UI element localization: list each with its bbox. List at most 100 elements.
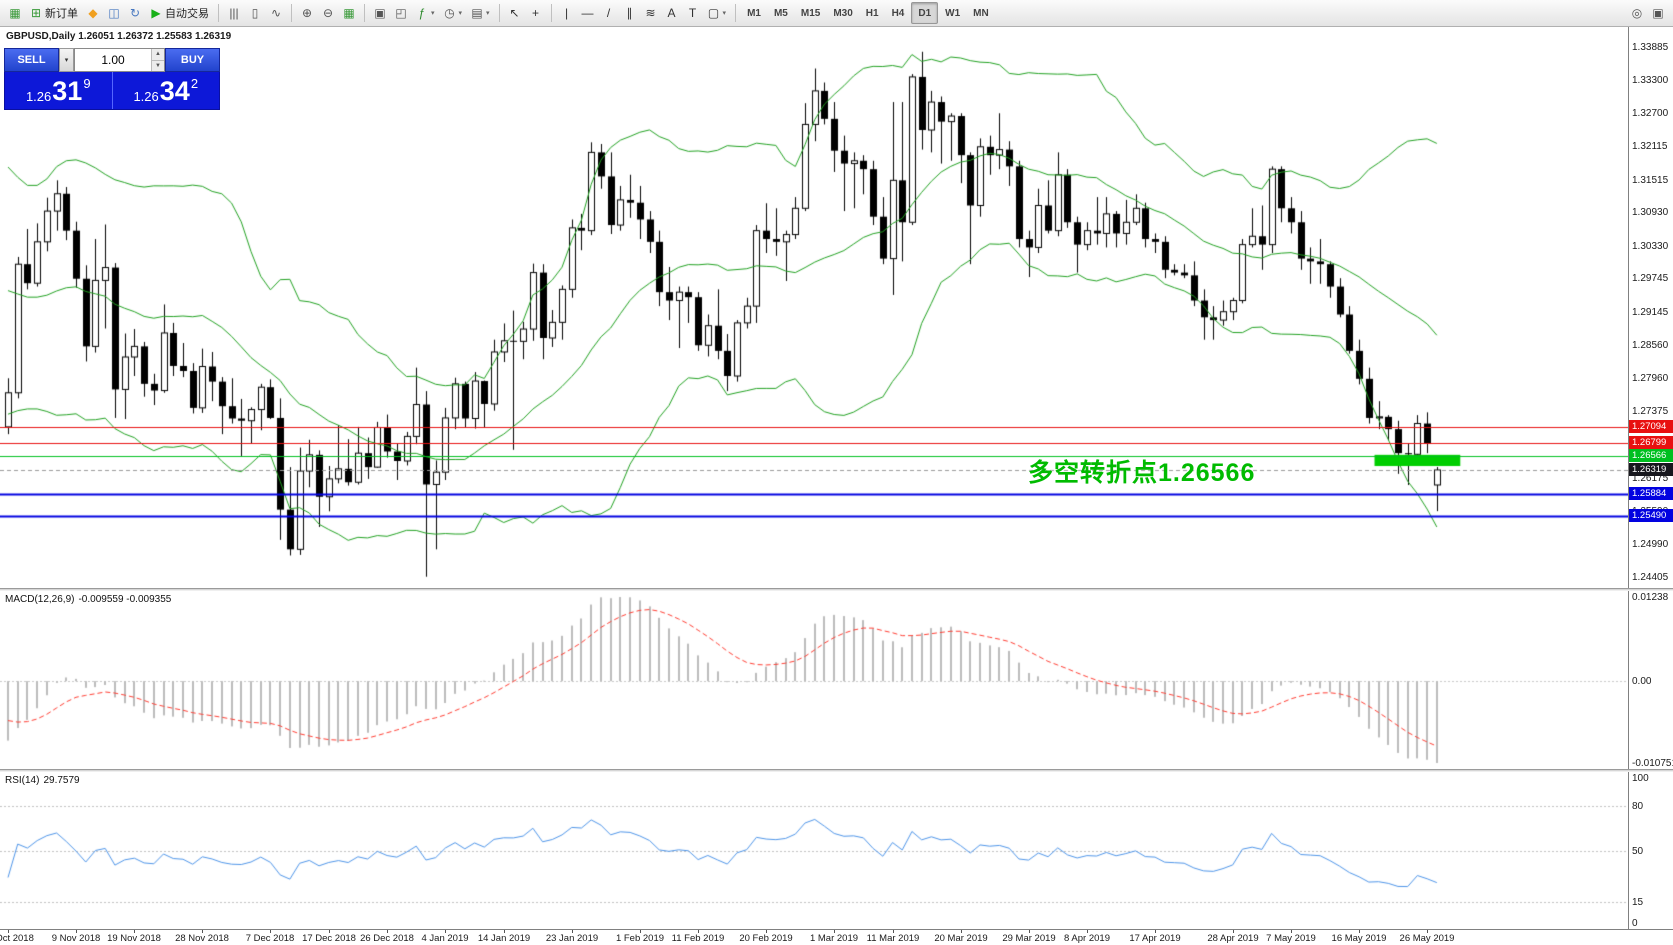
- price-tick-label: 1.27960: [1632, 373, 1669, 385]
- terminal-icon: ▦: [9, 6, 21, 20]
- auto-trading-button[interactable]: ▶ 自动交易: [146, 2, 213, 24]
- templates-button[interactable]: ▤ ▾: [467, 2, 494, 24]
- sell-price-display[interactable]: 1.26 31 9: [5, 72, 112, 109]
- tf-m5[interactable]: M5: [768, 2, 794, 24]
- tf-m30[interactable]: M30: [827, 2, 858, 24]
- zoom-in-icon[interactable]: ⊕: [297, 2, 317, 24]
- cursor-icon: ↖: [509, 6, 520, 20]
- rsi-tick-label: 50: [1632, 845, 1644, 857]
- buy-price-display[interactable]: 1.26 34 2: [113, 72, 220, 109]
- time-tick-label: 23 Jan 2019: [545, 933, 599, 944]
- macd-axis[interactable]: 0.01238 0.00 -0.010751: [1628, 591, 1673, 769]
- tf-h4[interactable]: H4: [886, 2, 911, 24]
- fibonacci-icon[interactable]: ≋: [641, 2, 661, 24]
- tf-d1[interactable]: D1: [911, 2, 939, 24]
- pivot-point-annotation[interactable]: 多空转折点1.26566: [1028, 459, 1256, 487]
- candlestick-chart-icon[interactable]: ▯: [245, 2, 265, 24]
- time-tick: [1155, 930, 1156, 933]
- tf-mn[interactable]: MN: [967, 2, 995, 24]
- tf-mn-label: MN: [973, 7, 989, 19]
- time-tick: [1029, 930, 1030, 933]
- rsi-value: 29.7579: [43, 775, 80, 786]
- volume-down-button[interactable]: ▼: [152, 60, 164, 71]
- rsi-canvas[interactable]: [0, 772, 1628, 929]
- vertical-line-icon[interactable]: |: [557, 2, 577, 24]
- trendline-icon[interactable]: /: [599, 2, 619, 24]
- macd-tick-label: 0.01238: [1632, 592, 1669, 603]
- crosshair-icon[interactable]: +: [526, 2, 546, 24]
- tf-m1[interactable]: M1: [741, 2, 767, 24]
- terminal-icon[interactable]: ▦: [5, 2, 25, 24]
- cascade-windows-icon[interactable]: ◰: [391, 2, 411, 24]
- chevron-down-icon: ▾: [722, 10, 727, 17]
- toolbar-separator: [735, 4, 737, 22]
- grid-icon: ▦: [343, 6, 355, 20]
- macd-canvas[interactable]: [0, 591, 1628, 769]
- templates-icon: ▤: [471, 6, 483, 20]
- time-tick-label: 11 Feb 2019: [671, 933, 725, 944]
- sell-price-point: 9: [83, 76, 91, 91]
- tf-h1-label: H1: [865, 7, 879, 19]
- toolbar-separator: [498, 4, 500, 22]
- price-tick-label: 1.29145: [1632, 307, 1669, 318]
- periods-button[interactable]: ◷ ▾: [440, 2, 467, 24]
- time-tick: [698, 930, 699, 933]
- label-icon[interactable]: T: [683, 2, 703, 24]
- periods-icon: ◷: [444, 6, 455, 20]
- tile-windows-icon[interactable]: ▣: [370, 2, 390, 24]
- volume-up-button[interactable]: ▲: [152, 49, 164, 61]
- time-tick: [961, 930, 962, 933]
- channel-icon[interactable]: ∥: [620, 2, 640, 24]
- panel-toggle-icon: ▣: [1652, 6, 1664, 20]
- price-axis[interactable]: 1.33885 1.33300 1.32700 1.32115 1.31515 1.309…: [1628, 27, 1673, 588]
- tf-h1[interactable]: H1: [860, 2, 885, 24]
- line-chart-icon: ∿: [270, 6, 282, 20]
- time-tick-label: 26 May 2019: [1399, 933, 1455, 944]
- price-tick-label: 1.29745: [1632, 273, 1669, 285]
- bars-chart-icon: |||: [229, 6, 239, 20]
- channel-icon: ∥: [626, 6, 633, 20]
- zoom-out-icon[interactable]: ⊖: [318, 2, 338, 24]
- community-icon: ◆: [88, 6, 98, 20]
- text-icon[interactable]: A: [662, 2, 682, 24]
- one-click-top-row: SELL ▾ 1.00 ▲ ▼ BUY: [4, 48, 220, 72]
- horizontal-line-icon[interactable]: —: [578, 2, 598, 24]
- panel-toggle-icon[interactable]: ▣: [1648, 2, 1668, 24]
- price-chart-canvas[interactable]: [0, 27, 1628, 588]
- buy-button[interactable]: BUY: [165, 48, 220, 72]
- community-icon[interactable]: ◆: [83, 2, 103, 24]
- line-chart-icon[interactable]: ∿: [266, 2, 286, 24]
- rsi-axis[interactable]: 100 80 50 15 0: [1628, 772, 1673, 929]
- bars-chart-icon[interactable]: |||: [224, 2, 244, 24]
- tf-w1[interactable]: W1: [939, 2, 966, 24]
- volume-input[interactable]: 1.00 ▲ ▼: [74, 48, 165, 72]
- grid-icon[interactable]: ▦: [339, 2, 359, 24]
- order-options-dropdown[interactable]: ▾: [59, 48, 74, 72]
- volume-value[interactable]: 1.00: [101, 53, 125, 67]
- pane-separator[interactable]: [0, 588, 1673, 591]
- data-window-icon[interactable]: ◫: [104, 2, 124, 24]
- price-tick-label: 1.28560: [1632, 339, 1669, 351]
- refresh-icon: ↻: [129, 6, 141, 20]
- time-tick: [76, 930, 77, 933]
- sell-button[interactable]: SELL: [4, 48, 59, 72]
- refresh-icon[interactable]: ↻: [125, 2, 145, 24]
- indicators-button[interactable]: ƒ ▾: [412, 2, 439, 24]
- price-tick-label: 1.32700: [1632, 108, 1669, 120]
- buy-price-point: 2: [190, 76, 199, 91]
- cascade-windows-icon: ◰: [395, 6, 407, 20]
- cursor-icon[interactable]: ↖: [505, 2, 525, 24]
- new-order-button[interactable]: ⊞ 新订单: [26, 2, 82, 24]
- time-tick-label: 26 Dec 2018: [360, 933, 414, 944]
- bid-price-tag: 1.26319: [1629, 462, 1673, 476]
- time-tick: [1291, 930, 1292, 933]
- search-icon[interactable]: ◎: [1627, 2, 1647, 24]
- tf-m15[interactable]: M15: [795, 2, 826, 24]
- rsi-tick-label: 100: [1632, 773, 1649, 784]
- shapes-button[interactable]: ▢ ▾: [704, 2, 731, 24]
- time-axis[interactable]: 31 Oct 2018 9 Nov 2018 19 Nov 2018 28 Nov 2…: [0, 929, 1673, 945]
- pane-separator[interactable]: [0, 769, 1673, 772]
- horizontal-line-icon: —: [581, 6, 594, 20]
- time-tick-label: 1 Mar 2019: [809, 933, 859, 944]
